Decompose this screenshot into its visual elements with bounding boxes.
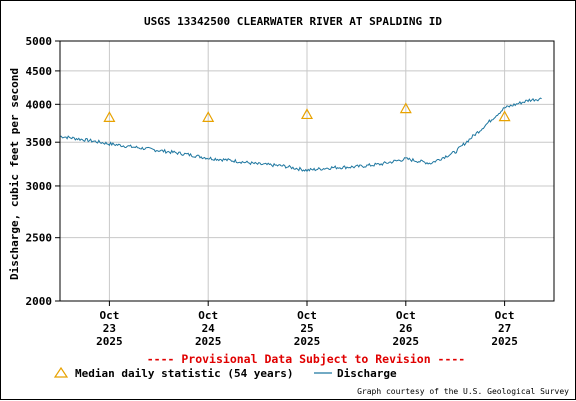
y-tick-label: 3500 [26, 136, 53, 149]
x-tick-label: Oct [495, 309, 515, 322]
legend: Median daily statistic (54 years) Discha… [53, 366, 397, 380]
discharge-line [60, 97, 542, 173]
y-axis-label: Discharge, cubic feet per second [8, 68, 21, 280]
x-tick-label: 24 [202, 322, 216, 335]
provisional-note: ---- Provisional Data Subject to Revisio… [147, 352, 466, 366]
x-tick-label: 25 [300, 322, 313, 335]
median-triangle-marker [202, 111, 215, 122]
y-tick-label: 4500 [26, 65, 53, 78]
x-tick-label: 2025 [393, 335, 420, 348]
median-triangle-marker [399, 102, 412, 114]
x-tick-label: Oct [198, 309, 218, 322]
y-tick-label: 4000 [26, 98, 53, 111]
y-tick-label: 3000 [26, 180, 53, 193]
x-tick-label: 23 [103, 322, 116, 335]
legend-median-triangle-icon [53, 366, 69, 378]
y-axis-ticks: 5000 4500 4000 3500 3000 2500 2000 [26, 35, 60, 308]
x-tick-label: 27 [498, 322, 511, 335]
x-tick-label: 2025 [294, 335, 321, 348]
chart-title: USGS 13342500 CLEARWATER RIVER AT SPALDI… [144, 15, 442, 28]
median-triangle-marker [103, 111, 116, 122]
x-tick-label: Oct [396, 309, 416, 322]
x-tick-label: 2025 [195, 335, 222, 348]
plot-border [59, 40, 555, 302]
credit-text: Graph courtesy of the U.S. Geological Su… [357, 387, 569, 396]
x-tick-label: 26 [399, 322, 413, 335]
y-tick-label: 2000 [26, 295, 53, 308]
y-tick-label: 5000 [26, 35, 53, 48]
median-series [103, 102, 511, 122]
legend-median-label: Median daily statistic (54 years) [75, 367, 294, 380]
x-tick-label: Oct [297, 309, 317, 322]
legend-discharge-label: Discharge [337, 367, 397, 380]
median-triangle-marker [300, 108, 314, 120]
x-tick-label: Oct [99, 309, 119, 322]
x-axis-ticks: Oct232025Oct242025Oct252025Oct262025Oct2… [96, 301, 518, 348]
x-tick-label: 2025 [96, 335, 123, 348]
y-tick-label: 2500 [26, 232, 53, 245]
discharge-series [60, 97, 542, 173]
x-tick-label: 2025 [491, 335, 518, 348]
median-triangle-marker [498, 110, 511, 122]
